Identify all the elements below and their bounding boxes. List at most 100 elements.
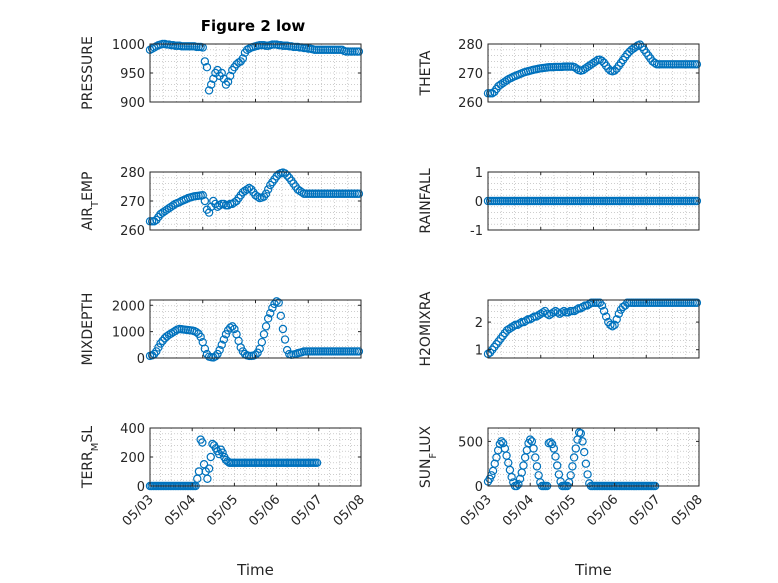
data-point (692, 60, 702, 69)
data-point (585, 299, 594, 309)
panel-rainfall: -1 0 1 RAINFALL (418, 166, 702, 239)
y-axis-label: THETA (418, 50, 434, 96)
data-point (549, 444, 559, 453)
data-point (601, 312, 611, 321)
data-point (228, 199, 237, 209)
data-point (225, 71, 235, 81)
y-tick-label: 2 (475, 316, 483, 331)
data-point (192, 327, 201, 337)
x-tick-label: 05/03 (458, 492, 495, 529)
data-point (498, 78, 507, 88)
data-point (498, 438, 508, 448)
data-point (253, 348, 262, 357)
data-point (692, 298, 702, 307)
data-point (200, 196, 210, 206)
data-point (282, 345, 292, 355)
data-point (547, 309, 556, 319)
y-axis-label: RAINFALL (418, 168, 434, 233)
data-point (629, 44, 638, 53)
data-point (261, 322, 271, 331)
data-point (166, 329, 176, 338)
data-point (261, 189, 271, 198)
data-point (204, 208, 214, 217)
data-point (259, 330, 269, 339)
series-h2omixra (483, 298, 702, 359)
y-tick-label: 280 (458, 38, 483, 53)
y-tick-label: 400 (120, 422, 145, 437)
y-tick-label: 950 (120, 67, 145, 82)
data-point (490, 459, 499, 468)
data-point (236, 343, 245, 352)
y-tick-label: 1 (475, 166, 483, 181)
data-point (238, 54, 248, 63)
data-point (532, 462, 542, 471)
y-tick-label: 200 (120, 451, 145, 466)
data-point (566, 471, 575, 480)
y-tick-label: 0 (475, 195, 483, 210)
data-point (203, 474, 212, 483)
data-point (502, 76, 512, 85)
y-axis-label: TERRMSL (80, 426, 101, 489)
data-point (228, 322, 237, 331)
data-point (211, 352, 220, 361)
data-point (230, 198, 239, 207)
data-point (244, 183, 254, 193)
y-axis-label: PRESSURE (80, 36, 96, 110)
data-point (514, 480, 523, 489)
data-point (635, 40, 645, 49)
y-axis-label: MIXDEPTH (80, 293, 96, 366)
figure-title: Figure 2 low (201, 17, 306, 35)
data-point (606, 320, 615, 330)
data-point (580, 64, 590, 73)
data-point (553, 461, 562, 470)
series-mixdepth (145, 297, 364, 362)
data-point (202, 62, 212, 72)
data-point (627, 45, 636, 55)
data-point (166, 202, 176, 211)
y-tick-label: 1000 (112, 326, 145, 341)
data-point (578, 437, 587, 446)
data-point (278, 324, 288, 334)
panel-mixdepth: 0 1000 2000 MIXDEPTH (80, 293, 364, 367)
data-point (587, 60, 596, 69)
data-point (164, 330, 174, 339)
data-point (206, 202, 216, 211)
data-point (240, 186, 250, 196)
y-tick-label: -1 (470, 224, 483, 239)
data-point (206, 80, 216, 89)
x-tick-label: 05/07 (627, 492, 664, 529)
data-point (526, 435, 535, 444)
data-point (297, 188, 307, 197)
data-point (585, 61, 594, 70)
data-point (238, 188, 248, 197)
data-point (536, 309, 545, 319)
data-point (221, 330, 231, 339)
x-tick-label: 05/06 (584, 492, 621, 529)
data-point (198, 438, 207, 447)
data-point (534, 310, 543, 320)
data-point (569, 453, 579, 462)
grid (487, 172, 700, 230)
y-tick-label: 900 (120, 96, 145, 111)
data-point (150, 217, 159, 226)
data-point (578, 65, 588, 75)
data-point (583, 470, 592, 479)
series-rainfall (483, 196, 702, 206)
x-tick-label: 05/03 (120, 492, 157, 529)
data-point (568, 462, 577, 471)
data-point (354, 347, 364, 356)
data-point (158, 208, 167, 217)
data-point (580, 447, 589, 457)
x-tick-label: 05/04 (500, 492, 537, 529)
series-air_temp (145, 168, 364, 226)
y-axis-label: H2OMIXRA (418, 291, 434, 366)
data-point (529, 444, 538, 453)
data-point (219, 335, 229, 344)
y-tick-label: 0 (137, 480, 145, 495)
data-point (531, 453, 540, 462)
panel-h2omixra: 1 2 H2OMIXRA (418, 291, 702, 367)
y-tick-label: 500 (458, 435, 483, 450)
y-tick-label: 1 (475, 344, 483, 359)
data-point (497, 437, 506, 446)
y-axis-label: SUNFLUX (418, 425, 439, 488)
